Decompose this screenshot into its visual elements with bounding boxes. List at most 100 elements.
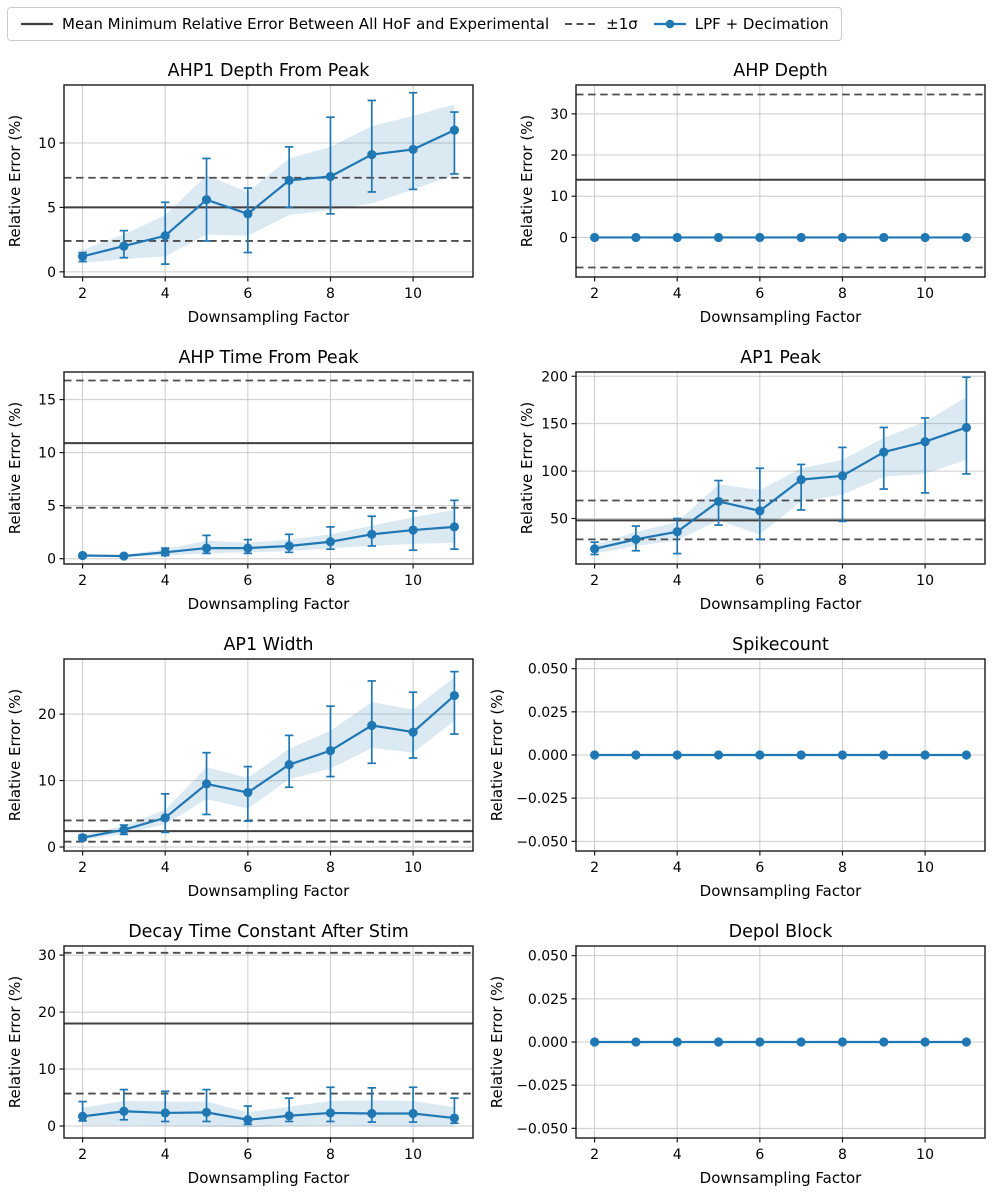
data-point [796, 232, 806, 243]
confidence-band [82, 676, 455, 840]
y-tick-label: −0.050 [516, 834, 568, 850]
tick-marks [571, 668, 926, 856]
y-tick-label: 10 [38, 774, 56, 790]
data-point [325, 171, 336, 182]
x-axis-label: Downsampling Factor [700, 595, 863, 613]
data-point [449, 522, 460, 532]
chart-title: Depol Block [729, 922, 834, 942]
data-point [449, 125, 460, 135]
data-point [713, 496, 724, 507]
data-point [961, 422, 972, 433]
x-axis-label: Downsampling Factor [188, 882, 351, 900]
y-tick-label: 20 [38, 1005, 56, 1021]
data-point [837, 750, 848, 760]
x-tick-label: 10 [916, 286, 934, 302]
x-tick-label: 10 [404, 286, 422, 302]
legend-item-mean: Mean Minimum Relative Error Between All … [20, 15, 549, 33]
axis-frame [63, 371, 474, 565]
data-point [201, 195, 212, 205]
x-tick-label: 10 [404, 1147, 422, 1163]
data-point [449, 1113, 460, 1123]
legend-item-lpf: LPF + Decimation [653, 15, 829, 33]
chart-title: AHP Time From Peak [178, 348, 359, 368]
confidence-band [594, 397, 967, 554]
data-point [796, 750, 806, 760]
data-point [961, 1037, 972, 1047]
x-tick-label: 6 [755, 286, 764, 302]
x-tick-label: 2 [590, 573, 599, 589]
data-point [713, 232, 724, 243]
data-point [920, 232, 930, 243]
data-point [631, 750, 641, 760]
y-tick-label: 0.025 [528, 992, 568, 1008]
data-point [77, 550, 88, 561]
data-point [243, 1115, 253, 1125]
data-point [672, 232, 682, 243]
chart-canvas: 2 4 6 8 10 0 10 20 30 Decay Time Constant After S… [6, 922, 474, 1187]
y-tick-label: 10 [38, 446, 56, 462]
x-tick-label: 4 [161, 573, 170, 589]
y-tick-label: 10 [38, 136, 56, 152]
data-point [631, 232, 641, 243]
data-point [961, 232, 972, 243]
data-point [160, 547, 170, 557]
y-tick-label: 0.000 [528, 748, 568, 764]
legend-item-sigma: ±1σ [564, 15, 638, 33]
grid-lines [576, 85, 985, 277]
x-tick-label: 6 [755, 573, 764, 589]
data-point [325, 746, 336, 756]
dashed-line-swatch-icon [565, 23, 598, 25]
y-tick-label: 10 [38, 1062, 56, 1078]
data-point [367, 529, 377, 539]
x-tick-label: 8 [838, 1147, 847, 1163]
y-tick-label: 0.025 [528, 705, 568, 721]
data-point [408, 1108, 418, 1119]
x-tick-label: 10 [404, 573, 422, 589]
chart-canvas: 2 4 6 8 10 0 10 20 30 AHP Depth Downsampling Facto… [518, 61, 986, 326]
data-point [837, 471, 848, 481]
y-tick-label: 20 [38, 707, 56, 723]
data-point [243, 787, 253, 798]
legend-label-lpf: LPF + Decimation [694, 15, 829, 33]
data-point [284, 175, 294, 185]
x-tick-label: 8 [326, 1147, 335, 1163]
y-tick-label: 10 [550, 189, 568, 205]
data-point [284, 760, 294, 770]
x-tick-label: 8 [326, 286, 335, 302]
y-tick-label: 30 [550, 107, 568, 123]
legend-label-mean: Mean Minimum Relative Error Between All … [62, 15, 550, 33]
x-tick-label: 4 [673, 860, 682, 876]
data-point [837, 232, 848, 243]
x-tick-label: 6 [243, 860, 252, 876]
data-point [77, 251, 88, 261]
x-tick-label: 2 [78, 1147, 87, 1163]
data-point [201, 543, 212, 553]
x-tick-label: 2 [590, 286, 599, 302]
x-tick-label: 2 [78, 860, 87, 876]
x-tick-label: 10 [916, 1147, 934, 1163]
axis-frame [63, 658, 474, 852]
data-point [837, 1037, 848, 1047]
chart-title: Decay Time Constant After Stim [128, 922, 409, 942]
data-point [920, 750, 930, 760]
tick-marks [59, 713, 414, 856]
y-axis-label: Relative Error (%) [6, 976, 24, 1109]
x-axis-label: Downsampling Factor [188, 1169, 351, 1187]
x-tick-label: 4 [161, 1147, 170, 1163]
x-tick-label: 8 [838, 573, 847, 589]
grid-lines [64, 372, 473, 564]
data-point [879, 232, 889, 243]
y-tick-label: 15 [38, 393, 56, 409]
confidence-band [82, 1100, 455, 1128]
chart-canvas: 2 4 6 8 10 0 10 20 AP1 Width Downsampling Factor R… [6, 635, 474, 900]
data-point [119, 241, 129, 251]
data-point [243, 543, 253, 553]
data-point [879, 750, 889, 760]
x-tick-label: 8 [326, 573, 335, 589]
y-tick-label: −0.025 [516, 1078, 568, 1094]
data-point [367, 1108, 377, 1119]
data-point [920, 437, 930, 447]
subplot-ahp1-depth-from-peak: 2 4 6 8 10 0 5 10 AHP1 Depth From Peak Downsampli… [0, 50, 497, 337]
x-axis-label: Downsampling Factor [700, 1169, 863, 1187]
